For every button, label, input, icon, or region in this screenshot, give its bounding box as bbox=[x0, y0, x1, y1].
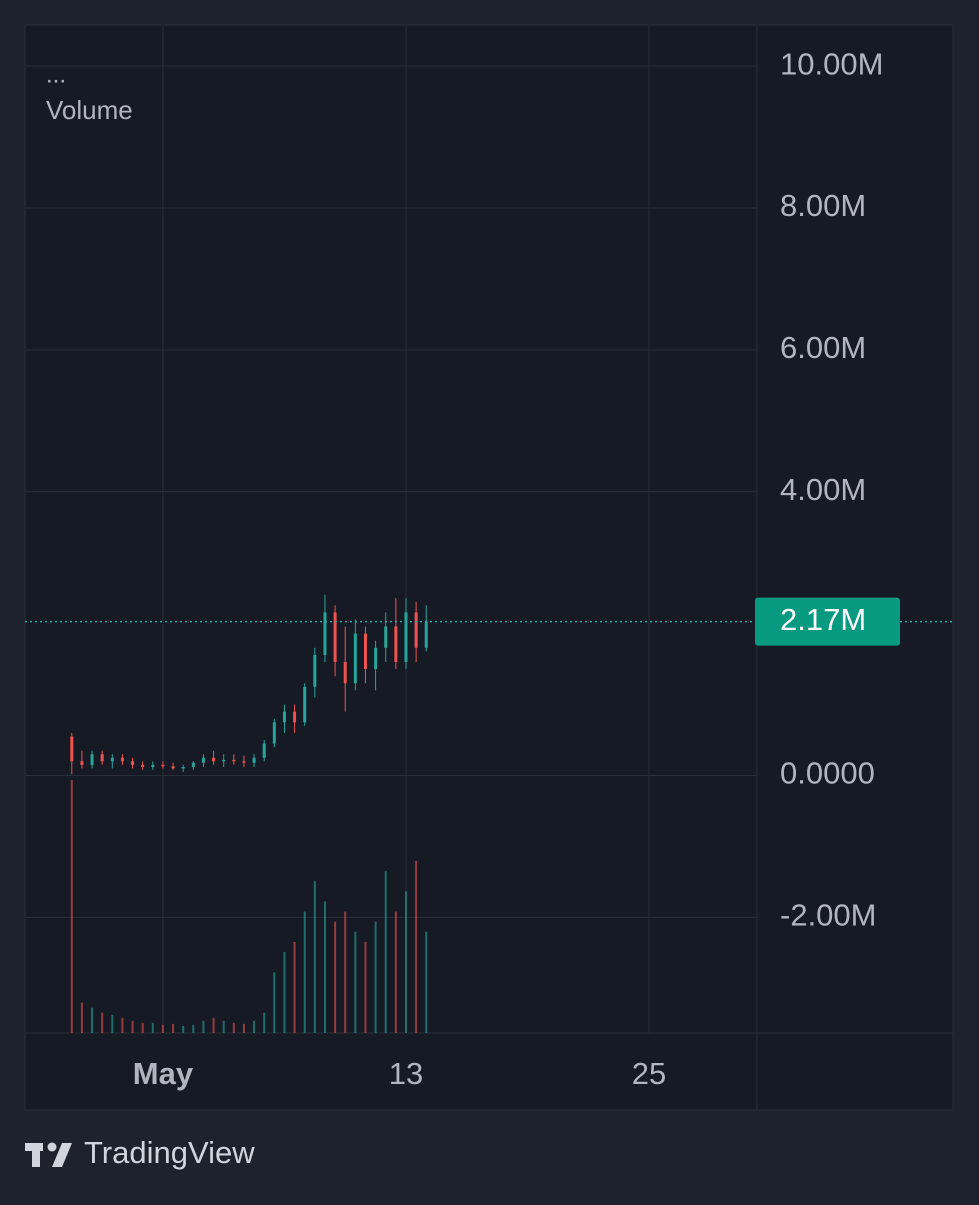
y-tick-label: 8.00M bbox=[780, 188, 866, 223]
candle-body bbox=[232, 759, 236, 762]
candle-body bbox=[110, 757, 114, 762]
candle-body bbox=[141, 764, 145, 767]
volume-bar bbox=[80, 1002, 83, 1033]
volume-bar bbox=[242, 1023, 245, 1033]
candle-body bbox=[120, 757, 124, 762]
y-tick-label: 6.00M bbox=[780, 330, 866, 365]
menu-dots[interactable]: ... bbox=[46, 61, 66, 88]
volume-bar bbox=[222, 1020, 225, 1033]
last-price-box bbox=[755, 597, 900, 646]
volume-bar bbox=[344, 911, 347, 1033]
volume-bar bbox=[303, 911, 306, 1033]
brand-name: TradingView bbox=[84, 1135, 255, 1170]
candle-body bbox=[303, 686, 307, 723]
candle-body bbox=[80, 761, 84, 765]
volume-bar bbox=[161, 1024, 164, 1033]
volume-bar bbox=[182, 1025, 185, 1033]
volume-bar bbox=[364, 941, 367, 1033]
chart-frame bbox=[24, 24, 954, 1111]
candle-body bbox=[353, 633, 357, 684]
volume-bar bbox=[394, 911, 397, 1033]
candle-body bbox=[222, 759, 226, 762]
candle-body bbox=[394, 626, 398, 663]
candle-body bbox=[181, 766, 185, 769]
volume-bar bbox=[70, 780, 73, 1033]
volume-bar bbox=[374, 921, 377, 1033]
volume-bar bbox=[384, 871, 387, 1033]
volume-bar bbox=[172, 1023, 175, 1033]
volume-bar bbox=[263, 1012, 266, 1033]
candle-body bbox=[212, 757, 216, 762]
volume-bar bbox=[111, 1014, 114, 1033]
candle-body bbox=[374, 647, 378, 670]
legend-title: Volume bbox=[46, 95, 133, 125]
volume-bar bbox=[101, 1012, 104, 1033]
brand-logo bbox=[25, 1142, 72, 1167]
candle-body bbox=[363, 633, 367, 670]
x-tick-label: 25 bbox=[632, 1056, 666, 1091]
last-price-label: 2.17M bbox=[780, 602, 866, 637]
candle-body bbox=[161, 764, 165, 767]
volume-bar bbox=[232, 1022, 235, 1033]
candle-body bbox=[90, 754, 94, 765]
volume-bar bbox=[141, 1022, 144, 1033]
volume-bar bbox=[404, 891, 407, 1033]
x-tick-label: May bbox=[133, 1056, 194, 1091]
volume-bar bbox=[323, 901, 326, 1033]
volume-bar bbox=[192, 1024, 195, 1033]
candle-body bbox=[313, 654, 317, 687]
candle-body bbox=[323, 612, 327, 655]
y-tick-label: 10.00M bbox=[780, 46, 883, 81]
candle-body bbox=[414, 612, 418, 648]
volume-bar bbox=[354, 931, 357, 1033]
candle-body bbox=[100, 754, 104, 762]
volume-bar bbox=[91, 1007, 94, 1033]
candle-body bbox=[242, 761, 246, 763]
volume-bar bbox=[212, 1017, 215, 1033]
x-tick-label: 13 bbox=[389, 1056, 423, 1091]
candle-body bbox=[70, 736, 74, 762]
candle-body bbox=[191, 762, 195, 767]
volume-bar bbox=[313, 881, 316, 1033]
candle-body bbox=[424, 621, 428, 648]
candle-body bbox=[151, 764, 155, 767]
candle-body bbox=[333, 612, 337, 663]
candle-body bbox=[343, 662, 347, 684]
volume-bar bbox=[415, 860, 418, 1033]
volume-bar bbox=[425, 931, 428, 1033]
candle-body bbox=[293, 711, 297, 723]
candle-body bbox=[384, 626, 388, 648]
candle-body bbox=[272, 722, 276, 744]
volume-bar bbox=[202, 1020, 205, 1033]
volume-bar bbox=[253, 1020, 256, 1033]
volume-bar bbox=[273, 972, 276, 1033]
volume-bar bbox=[131, 1020, 134, 1033]
volume-bar bbox=[334, 921, 337, 1033]
y-tick-label: 0.0000 bbox=[780, 756, 875, 791]
candle-body bbox=[404, 612, 408, 663]
candle-body bbox=[252, 757, 256, 763]
volume-bar bbox=[151, 1022, 154, 1033]
volume-bar bbox=[121, 1017, 124, 1033]
candle-body bbox=[262, 743, 266, 758]
candle-body bbox=[131, 761, 135, 765]
candle-body bbox=[171, 766, 175, 769]
volume-bar bbox=[293, 941, 296, 1033]
y-tick-label: 4.00M bbox=[780, 472, 866, 507]
candle-body bbox=[282, 711, 286, 723]
volume-bar bbox=[283, 952, 286, 1033]
candle-body bbox=[201, 757, 205, 763]
y-tick-label: -2.00M bbox=[780, 898, 876, 933]
